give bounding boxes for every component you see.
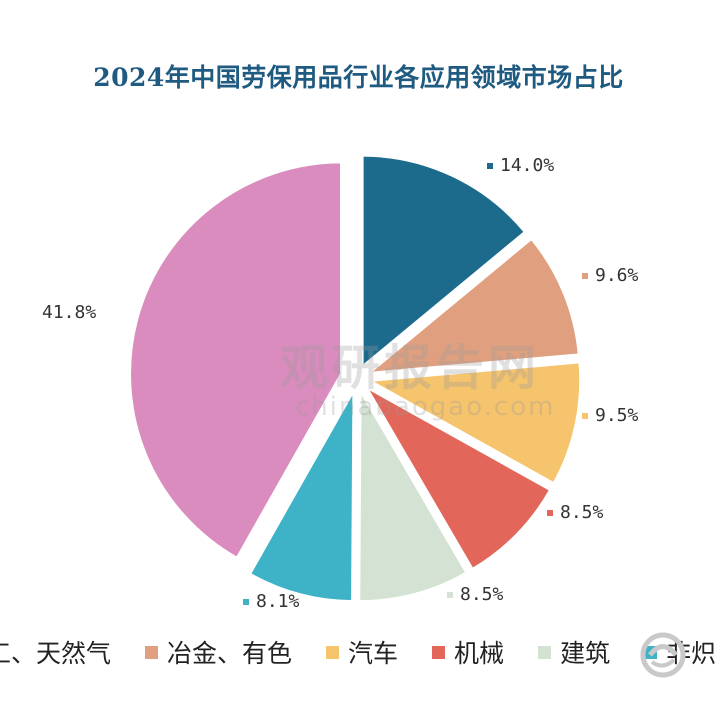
legend-label: 汽车 [348,639,399,668]
data-label-marker [547,510,553,516]
pie-slice [247,383,356,604]
legend-item: 汽车 [326,634,398,670]
data-label: 9.6% [595,265,639,286]
pie-slice [357,384,469,604]
legend-swatch [538,645,552,659]
legend-label: 冶金、有色 [167,639,293,668]
data-label-marker [487,163,493,169]
pie-slice [128,160,344,561]
pie-slice [363,236,581,376]
legend-item: 建筑 [538,634,610,670]
legend-swatch [432,645,446,659]
pie-slice [361,382,553,572]
pie-slice [363,360,583,486]
legend-item: 机械 [432,634,504,670]
data-label: 8.1% [256,591,300,612]
legend-label: 工、天然气 [0,639,112,668]
legend-swatch [326,645,340,659]
watermark-brand: 观研报告网 [280,340,541,396]
legend-swatch [145,645,159,659]
data-label-marker [582,273,588,279]
watermark-url: chinabaogao.com [295,392,556,422]
legend: 工、天然气 冶金、有色 汽车 机械 建筑 非炽 [0,632,717,672]
data-label: 8.5% [460,584,504,605]
data-label: 14.0% [500,155,554,176]
data-label-marker [447,592,453,598]
data-label: 8.5% [560,502,604,523]
data-label-marker [243,599,249,605]
legend-label: 机械 [454,639,505,668]
data-label: 9.5% [595,405,639,426]
brand-logo-icon [640,632,686,678]
legend-item: 冶金、有色 [145,634,292,670]
pie-slice [360,153,528,371]
data-label: 41.8% [42,302,96,323]
legend-item: 非炽 [644,634,716,670]
legend-item: 工、天然气 [0,634,111,670]
chart-title: 2024年中国劳保用品行业各应用领域市场占比 [93,63,624,92]
data-label-marker [582,413,588,419]
legend-label: 建筑 [560,639,611,668]
